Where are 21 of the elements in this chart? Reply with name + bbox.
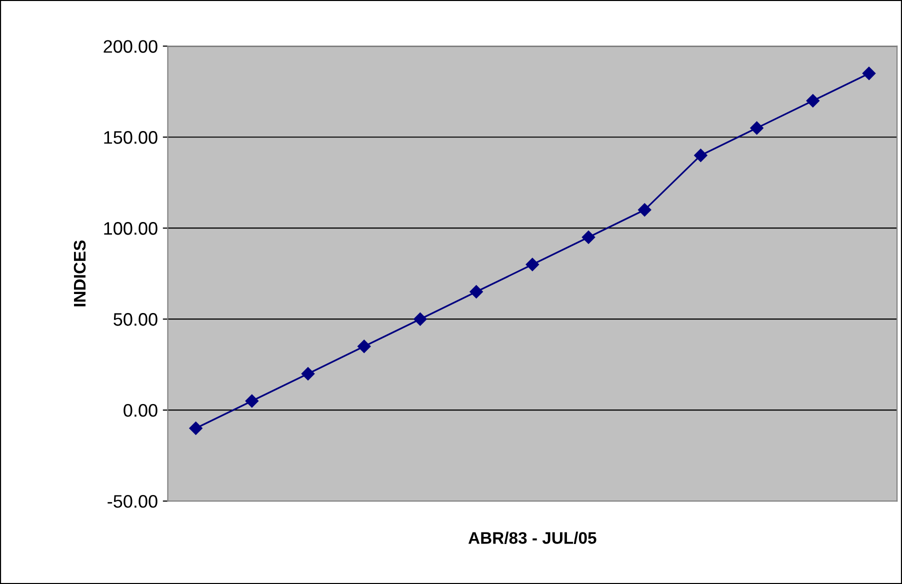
y-tick-label: -50.00 [108, 495, 158, 508]
point [358, 340, 371, 353]
point [526, 258, 539, 272]
point [638, 203, 652, 216]
point [245, 394, 259, 408]
y-tick-label: 50.00 [114, 313, 158, 326]
point [582, 230, 596, 244]
y-tick-label: 100.00 [104, 222, 158, 235]
y-tick-label: 200.00 [104, 40, 158, 53]
x-axis-title: ABR/83 - JUL/05 [468, 532, 596, 544]
point [694, 148, 708, 162]
y-tick-label: 0.00 [124, 404, 158, 417]
point [806, 94, 820, 108]
point [862, 66, 876, 80]
y-tick-label: 150.00 [104, 131, 158, 144]
point [750, 121, 764, 135]
point [301, 367, 315, 380]
point [414, 312, 427, 326]
y-axis-title: INDICES [74, 240, 86, 306]
point [189, 422, 202, 435]
point [470, 285, 483, 298]
